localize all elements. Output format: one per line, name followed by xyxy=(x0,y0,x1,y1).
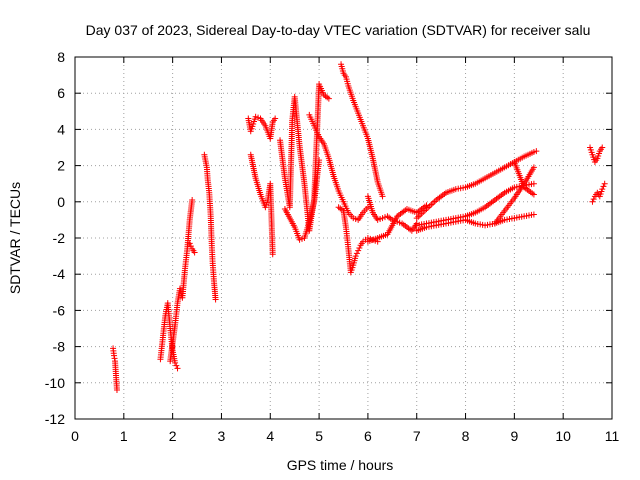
data-point xyxy=(187,243,194,250)
y-tick-label: -2 xyxy=(53,230,66,246)
grid-lines xyxy=(75,57,612,419)
x-tick-label: 0 xyxy=(71,428,79,444)
data-point xyxy=(599,186,606,193)
data-point xyxy=(189,196,196,203)
x-tick-label: 3 xyxy=(218,428,226,444)
chart-title: Day 037 of 2023, Sidereal Day-to-day VTE… xyxy=(86,22,591,38)
series-arc-o xyxy=(413,148,540,222)
y-tick-label: -6 xyxy=(53,302,66,318)
x-tick-label: 10 xyxy=(555,428,571,444)
series-arc-d xyxy=(186,240,198,256)
y-tick-label: -8 xyxy=(53,339,66,355)
data-point xyxy=(530,211,537,218)
x-tick-label: 7 xyxy=(413,428,421,444)
series-arc-i xyxy=(281,157,323,243)
data-point xyxy=(530,191,537,198)
series-arc-l xyxy=(338,61,386,200)
data-point xyxy=(530,180,537,187)
data-point xyxy=(174,365,181,372)
series-arc-c xyxy=(167,196,196,365)
y-tick-labels: -12 -10 -8 -6 -4 -2 0 2 4 6 8 xyxy=(45,49,65,427)
data-point xyxy=(352,253,359,260)
x-tick-label: 2 xyxy=(169,428,177,444)
data-points xyxy=(110,61,608,394)
y-tick-label: -4 xyxy=(53,266,66,282)
data-point xyxy=(325,95,332,102)
plot-frame xyxy=(74,56,613,420)
data-point xyxy=(186,240,193,247)
series-arc-q xyxy=(413,211,537,234)
y-tick-label: 4 xyxy=(57,121,65,137)
series-arc-s xyxy=(511,158,537,198)
data-point xyxy=(599,144,606,151)
series-arc-b xyxy=(157,300,181,372)
data-point xyxy=(269,251,276,258)
x-tick-label: 1 xyxy=(120,428,128,444)
series-arc-u xyxy=(589,180,608,205)
data-point xyxy=(212,296,219,303)
series-arc-m xyxy=(364,193,420,234)
data-point xyxy=(589,198,596,205)
y-tick-label: -10 xyxy=(45,375,65,391)
series-arc-e xyxy=(201,151,219,303)
x-tick-label: 9 xyxy=(510,428,518,444)
y-tick-label: 2 xyxy=(57,158,65,174)
data-point xyxy=(113,387,120,394)
data-point xyxy=(353,250,360,257)
data-point xyxy=(533,148,540,155)
series-arc-g xyxy=(247,151,276,258)
data-point xyxy=(316,157,323,164)
y-axis-label: SDTVAR / TECUs xyxy=(7,182,23,294)
y-tick-label: 6 xyxy=(57,85,65,101)
series-arc-j xyxy=(306,111,371,223)
data-point xyxy=(272,115,279,122)
data-point xyxy=(355,247,362,254)
x-tick-label: 8 xyxy=(462,428,470,444)
data-point xyxy=(191,249,198,256)
y-tick-label: 8 xyxy=(57,49,65,65)
data-point xyxy=(590,196,597,203)
data-point xyxy=(172,359,179,366)
data-point xyxy=(600,183,607,190)
x-tick-label: 4 xyxy=(266,428,274,444)
data-point xyxy=(356,244,363,251)
x-tick-labels: 0 1 2 3 4 5 6 7 8 9 10 11 xyxy=(71,428,619,444)
x-tick-label: 6 xyxy=(364,428,372,444)
x-axis-label: GPS time / hours xyxy=(287,457,394,473)
series-arc-a xyxy=(110,345,120,394)
data-point xyxy=(379,193,386,200)
data-point xyxy=(173,362,180,369)
y-tick-label: 0 xyxy=(57,194,65,210)
x-tick-label: 11 xyxy=(605,428,620,444)
series-arc-f xyxy=(245,113,279,142)
y-tick-label: -12 xyxy=(45,411,65,427)
data-point xyxy=(530,164,537,171)
series-arc-t xyxy=(587,144,606,165)
x-tick-label: 5 xyxy=(315,428,323,444)
data-point xyxy=(601,180,608,187)
